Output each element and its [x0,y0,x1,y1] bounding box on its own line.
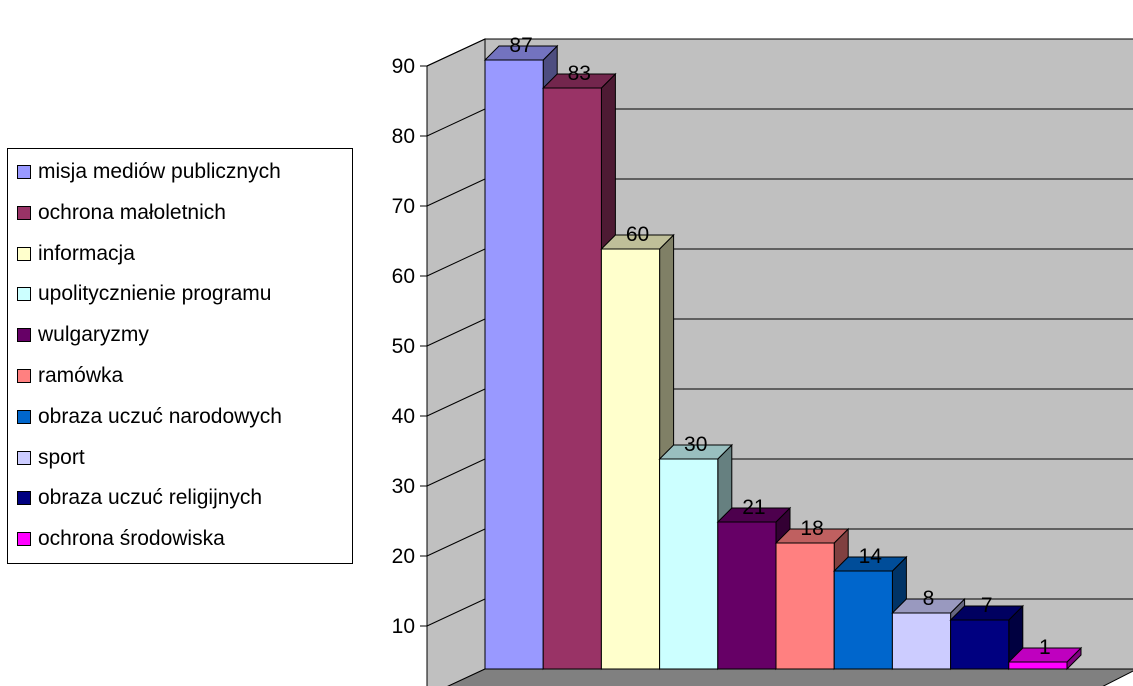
y-tick-label: 90 [392,55,415,78]
legend-label: ochrona środowiska [38,527,225,551]
legend-label: obraza uczuć narodowych [38,404,282,428]
y-tick-label: 40 [392,405,415,428]
floor [447,668,1133,686]
y-tick-label: 30 [392,475,415,498]
gridline-side [426,388,486,417]
legend-label: upolitycznienie programu [38,282,272,306]
data-label: 1 [1039,636,1051,659]
legend-label: informacja [38,241,135,265]
data-label: 60 [626,223,649,246]
y-tick-label: 10 [392,615,415,638]
gridline-side [426,38,486,67]
legend-swatch [17,491,31,506]
legend-label: ochrona małoletnich [38,200,226,224]
bar-front [833,570,893,670]
legend-label: obraza uczuć religijnych [38,486,263,510]
gridline-side [426,528,486,557]
bar-4: 30 [658,433,734,671]
data-label: 8 [923,587,935,610]
y-axis: 0102030405060708090 [392,55,428,686]
bar-front [542,87,602,670]
legend-item: misja mediów publicznych [17,159,281,185]
bar-front [717,521,777,670]
bar-front [484,59,544,670]
legend-item: ramówka [17,363,123,389]
data-label: 14 [859,545,883,568]
bar-front [950,619,1010,670]
legend-item: ochrona środowiska [17,526,225,552]
data-label: 30 [684,433,707,456]
bar-front [659,458,719,670]
gridline-side [426,178,486,207]
bar-front [891,612,952,670]
legend-label: ramówka [38,364,124,387]
data-label: 7 [981,594,993,617]
legend-swatch [17,369,31,383]
chart-legend: misja mediów publicznych ochrona małoletn… [7,148,353,564]
bar-9: 7 [949,594,1025,671]
gridline-side [426,318,486,347]
data-label: 18 [800,517,823,540]
bar-front [600,248,661,670]
legend-item: ochrona małoletnich [17,200,226,226]
bar-front [775,542,835,670]
legend-item: informacja [17,241,135,267]
gridline-side [426,248,486,277]
gridline-side [426,458,486,487]
legend-swatch [17,246,31,261]
legend-label: misja mediów publicznych [38,160,281,183]
legend-item: wulgaryzmy [17,322,149,348]
legend-item: sport [17,445,85,471]
legend-item: upolitycznienie programu [17,281,271,307]
gridline-side [426,108,486,137]
legend-swatch [17,328,31,343]
y-tick-label: 50 [392,335,415,358]
legend-label: sport [38,445,85,469]
y-tick-label: 60 [392,265,415,288]
legend-swatch [17,450,31,465]
legend-swatch [17,532,31,547]
legend-item: obraza uczuć religijnych [17,485,262,511]
legend-swatch [17,409,31,424]
bar-front [1008,661,1068,670]
data-label: 21 [742,496,765,519]
data-label: 83 [568,62,591,85]
bar-10: 1 [1007,636,1083,671]
y-tick-label: 80 [392,125,415,148]
gridline-side [426,598,486,627]
legend-swatch [17,165,31,179]
y-tick-label: 70 [392,195,415,218]
legend-label: wulgaryzmy [38,323,149,347]
side-wall [426,38,486,686]
data-label: 87 [509,34,532,57]
y-tick-label: 20 [392,545,415,568]
legend-item: obraza uczuć narodowych [17,404,282,430]
legend-swatch [17,205,31,220]
legend-swatch [17,287,31,302]
